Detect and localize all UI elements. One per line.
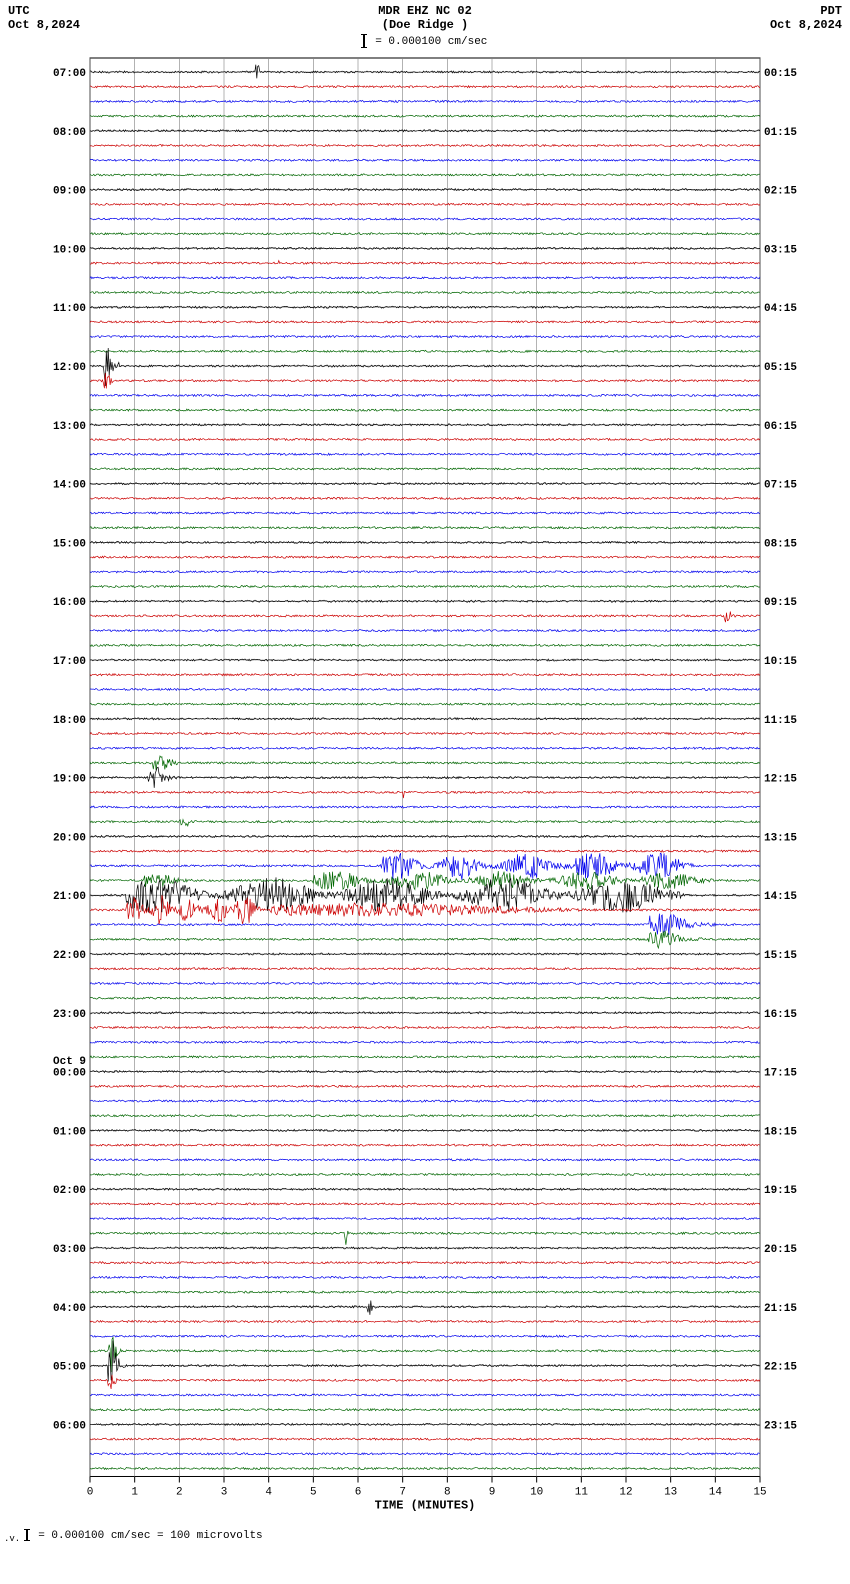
svg-text:10:00: 10:00 (53, 244, 86, 256)
svg-text:20:15: 20:15 (764, 1244, 797, 1256)
footer-prefix: .v. (4, 1534, 26, 1544)
station-title: MDR EHZ NC 02 (0, 4, 850, 18)
left-date-label: Oct 8,2024 (8, 18, 80, 32)
helicorder-plot: 0123456789101112131415TIME (MINUTES)07:0… (0, 54, 850, 1523)
svg-text:01:15: 01:15 (764, 127, 797, 139)
svg-text:6: 6 (355, 1486, 362, 1498)
svg-text:13: 13 (664, 1486, 677, 1498)
svg-text:17:00: 17:00 (53, 656, 86, 668)
svg-text:00:00: 00:00 (53, 1068, 86, 1080)
svg-text:22:00: 22:00 (53, 950, 86, 962)
helicorder-svg: 0123456789101112131415TIME (MINUTES)07:0… (40, 54, 810, 1523)
svg-text:3: 3 (221, 1486, 228, 1498)
svg-text:08:15: 08:15 (764, 538, 797, 550)
station-subtitle: (Doe Ridge ) (0, 18, 850, 32)
svg-text:10:15: 10:15 (764, 656, 797, 668)
svg-text:11:00: 11:00 (53, 303, 86, 315)
svg-text:07:15: 07:15 (764, 480, 797, 492)
svg-text:2: 2 (176, 1486, 183, 1498)
svg-text:12:00: 12:00 (53, 362, 86, 374)
svg-text:05:00: 05:00 (53, 1362, 86, 1374)
svg-text:00:15: 00:15 (764, 68, 797, 80)
plot-header: UTC Oct 8,2024 PDT Oct 8,2024 MDR EHZ NC… (0, 0, 850, 48)
footer-scale-bar-icon (26, 1529, 28, 1541)
svg-text:20:00: 20:00 (53, 832, 86, 844)
svg-text:17:15: 17:15 (764, 1068, 797, 1080)
svg-text:16:15: 16:15 (764, 1009, 797, 1021)
svg-text:23:00: 23:00 (53, 1009, 86, 1021)
svg-text:7: 7 (399, 1486, 406, 1498)
svg-text:10: 10 (530, 1486, 543, 1498)
svg-text:18:00: 18:00 (53, 715, 86, 727)
svg-text:08:00: 08:00 (53, 127, 86, 139)
svg-text:15:00: 15:00 (53, 538, 86, 550)
svg-text:22:15: 22:15 (764, 1362, 797, 1374)
footer-text: = 0.000100 cm/sec = 100 microvolts (38, 1530, 262, 1542)
svg-text:09:00: 09:00 (53, 186, 86, 198)
svg-text:0: 0 (87, 1486, 94, 1498)
svg-text:04:15: 04:15 (764, 303, 797, 315)
svg-text:03:15: 03:15 (764, 244, 797, 256)
svg-text:21:00: 21:00 (53, 891, 86, 903)
pdt-header: PDT Oct 8,2024 (770, 4, 842, 32)
footer: .v. = 0.000100 cm/sec = 100 microvolts (0, 1523, 850, 1550)
svg-text:Oct 9: Oct 9 (53, 1056, 86, 1068)
svg-text:02:15: 02:15 (764, 186, 797, 198)
svg-text:12:15: 12:15 (764, 774, 797, 786)
svg-text:07:00: 07:00 (53, 68, 86, 80)
svg-text:19:00: 19:00 (53, 774, 86, 786)
utc-header: UTC Oct 8,2024 (8, 4, 80, 32)
svg-text:11:15: 11:15 (764, 715, 797, 727)
svg-text:23:15: 23:15 (764, 1420, 797, 1432)
svg-text:03:00: 03:00 (53, 1244, 86, 1256)
svg-text:18:15: 18:15 (764, 1126, 797, 1138)
scale-bar-icon (363, 34, 365, 48)
svg-text:21:15: 21:15 (764, 1303, 797, 1315)
svg-text:06:00: 06:00 (53, 1420, 86, 1432)
svg-text:13:00: 13:00 (53, 421, 86, 433)
svg-text:09:15: 09:15 (764, 597, 797, 609)
scale-text: = 0.000100 cm/sec (375, 36, 487, 48)
left-tz-label: UTC (8, 4, 80, 18)
svg-text:TIME (MINUTES): TIME (MINUTES) (375, 1498, 476, 1512)
svg-text:8: 8 (444, 1486, 451, 1498)
svg-text:16:00: 16:00 (53, 597, 86, 609)
svg-text:14:15: 14:15 (764, 891, 797, 903)
svg-text:4: 4 (265, 1486, 272, 1498)
svg-text:04:00: 04:00 (53, 1303, 86, 1315)
svg-text:13:15: 13:15 (764, 832, 797, 844)
svg-text:14:00: 14:00 (53, 480, 86, 492)
svg-text:05:15: 05:15 (764, 362, 797, 374)
svg-text:14: 14 (709, 1486, 723, 1498)
svg-text:5: 5 (310, 1486, 317, 1498)
right-date-label: Oct 8,2024 (770, 18, 842, 32)
svg-text:06:15: 06:15 (764, 421, 797, 433)
svg-text:15: 15 (753, 1486, 766, 1498)
svg-text:11: 11 (575, 1486, 589, 1498)
svg-text:12: 12 (619, 1486, 632, 1498)
svg-text:01:00: 01:00 (53, 1126, 86, 1138)
svg-text:9: 9 (489, 1486, 496, 1498)
svg-text:15:15: 15:15 (764, 950, 797, 962)
scale-indicator: = 0.000100 cm/sec (0, 34, 850, 48)
svg-text:19:15: 19:15 (764, 1185, 797, 1197)
svg-text:02:00: 02:00 (53, 1185, 86, 1197)
right-tz-label: PDT (770, 4, 842, 18)
svg-text:1: 1 (131, 1486, 138, 1498)
